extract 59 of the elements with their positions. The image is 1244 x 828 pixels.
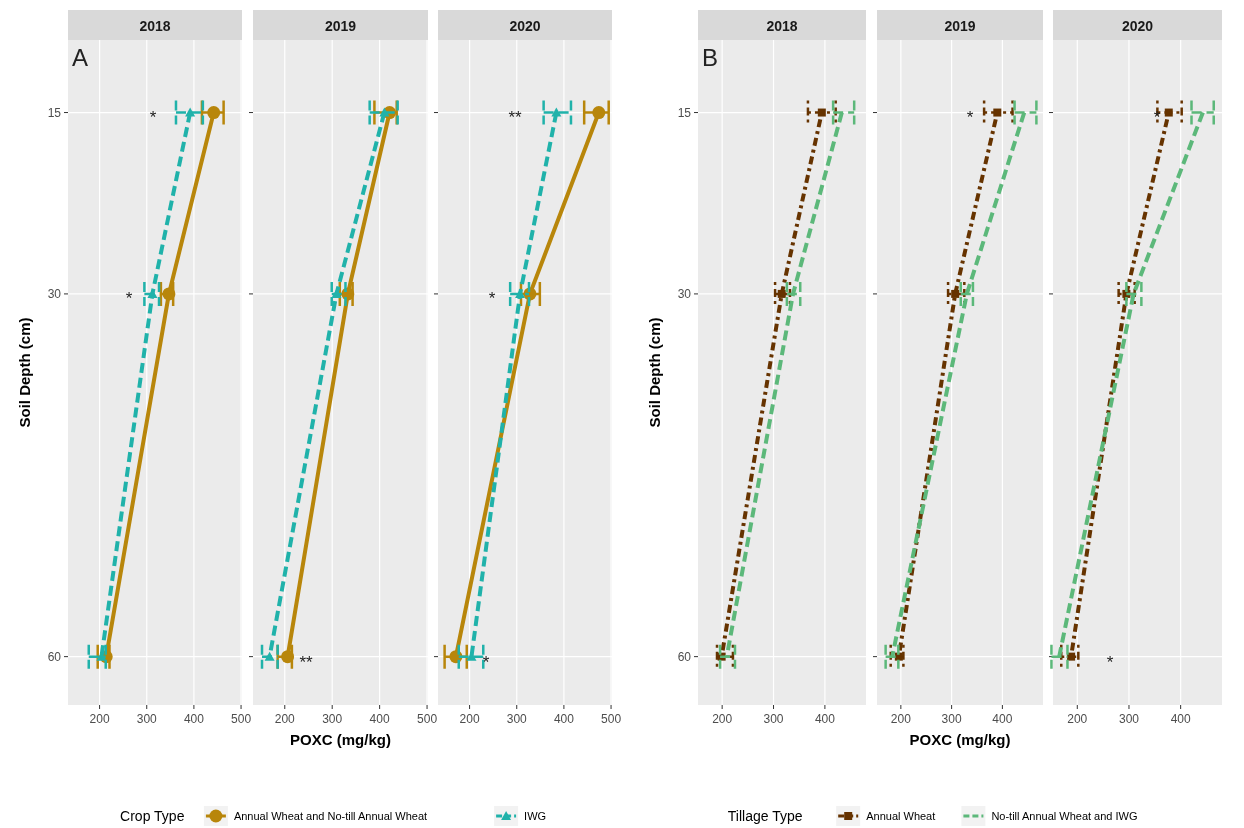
- annotation: *: [1153, 108, 1161, 127]
- x-tick-label: 300: [941, 712, 962, 726]
- annotation: *: [482, 653, 490, 672]
- chart-title: 2020: [1121, 18, 1154, 34]
- x-axis-title: POXC (mg/kg): [909, 731, 1011, 748]
- annotation: *: [488, 289, 496, 308]
- x-tick-label: 300: [763, 712, 784, 726]
- y-tick-label: 60: [47, 649, 62, 664]
- point: [185, 107, 196, 117]
- y-tick-label: 60: [677, 649, 692, 664]
- chart-title: 2020: [509, 18, 541, 34]
- chart-title: 2019: [944, 18, 976, 34]
- x-tick-label: 200: [890, 712, 912, 726]
- x-axis-title: POXC (mg/kg): [290, 731, 391, 748]
- x-tick-label: 400: [183, 712, 205, 726]
- annotation: *: [966, 108, 974, 127]
- point: [207, 106, 221, 120]
- annotation: *: [125, 289, 133, 308]
- y-tick-label: 15: [677, 105, 692, 120]
- chart-title: 2018: [766, 18, 798, 34]
- point: [777, 289, 786, 298]
- x-tick-label: 500: [231, 712, 252, 726]
- x-tick-label: 300: [136, 712, 158, 726]
- legend-title: Crop Type: [120, 808, 185, 824]
- annotation: B: [702, 44, 719, 71]
- x-tick-label: 200: [1067, 712, 1088, 726]
- legend-label: Annual Wheat and No-till Annual Wheat: [233, 810, 428, 822]
- x-tick-label: 300: [1118, 712, 1140, 726]
- x-tick-label: 200: [459, 712, 480, 726]
- annotation: **: [508, 108, 522, 127]
- legend-label: Annual Wheat: [866, 810, 936, 822]
- x-tick-label: 300: [322, 712, 343, 726]
- point: [817, 108, 826, 117]
- y-tick-label: 15: [47, 105, 62, 120]
- point: [162, 287, 176, 301]
- annotation: A: [72, 44, 89, 71]
- annotation: **: [299, 653, 313, 672]
- legend-title: Tillage Type: [727, 808, 803, 824]
- annotation: *: [149, 108, 157, 127]
- y-axis-title: Soil Depth (cm): [16, 317, 33, 428]
- x-tick-label: 400: [553, 712, 575, 726]
- y-axis-title: Soil Depth (cm): [646, 317, 663, 428]
- x-tick-label: 200: [712, 712, 733, 726]
- y-tick-label: 30: [47, 286, 62, 301]
- x-tick-label: 500: [417, 712, 438, 726]
- x-tick-label: 200: [274, 712, 296, 726]
- chart-title: 2019: [324, 18, 357, 34]
- x-tick-label: 500: [601, 712, 622, 726]
- x-tick-label: 400: [814, 712, 836, 726]
- y-tick-label: 30: [677, 286, 692, 301]
- x-tick-label: 400: [369, 712, 390, 726]
- x-tick-label: 400: [992, 712, 1013, 726]
- legend-label: IWG: [524, 810, 547, 822]
- x-tick-label: 200: [89, 712, 110, 726]
- x-tick-label: 300: [506, 712, 528, 726]
- x-tick-label: 400: [1170, 712, 1191, 726]
- chart-title: 2018: [139, 18, 171, 34]
- annotation: *: [1106, 653, 1114, 672]
- legend-label: No-till Annual Wheat and IWG: [991, 810, 1138, 822]
